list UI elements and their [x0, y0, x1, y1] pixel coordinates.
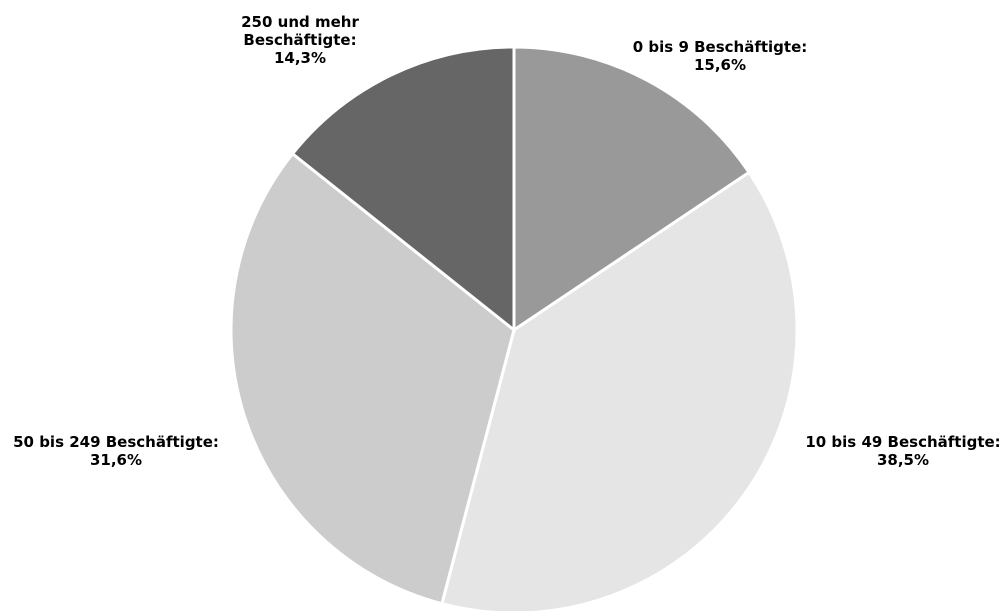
- slice-label-line: Beschäftigte:: [243, 31, 356, 49]
- slice-label-line: 50 bis 249 Beschäftigte:: [13, 433, 219, 451]
- slice-value-label: 38,5%: [877, 451, 929, 469]
- pie-slice-1: [440, 170, 799, 611]
- slice-value-label: 31,6%: [90, 451, 142, 469]
- pie-slice-3: [290, 45, 516, 334]
- pie-labels: 0 bis 9 Beschäftigte: 15,6% 10 bis 49 Besc…: [13, 13, 1001, 469]
- slice-label-1: 10 bis 49 Beschäftigte: 38,5%: [805, 433, 1000, 469]
- slice-label-line: 10 bis 49 Beschäftigte:: [805, 433, 1000, 451]
- slice-value-label: 14,3%: [274, 49, 326, 67]
- slice-label-3: 250 und mehr Beschäftigte: 14,3%: [241, 13, 359, 67]
- slice-label-0: 0 bis 9 Beschäftigte: 15,6%: [633, 38, 808, 74]
- slice-label-line: 250 und mehr: [241, 13, 359, 31]
- pie-slices: [229, 45, 799, 611]
- pie-slice-0: [512, 45, 752, 333]
- pie-slice-2: [229, 151, 516, 606]
- slice-label-line: 0 bis 9 Beschäftigte:: [633, 38, 808, 56]
- slice-value-label: 15,6%: [694, 56, 746, 74]
- slice-label-2: 50 bis 249 Beschäftigte: 31,6%: [13, 433, 219, 469]
